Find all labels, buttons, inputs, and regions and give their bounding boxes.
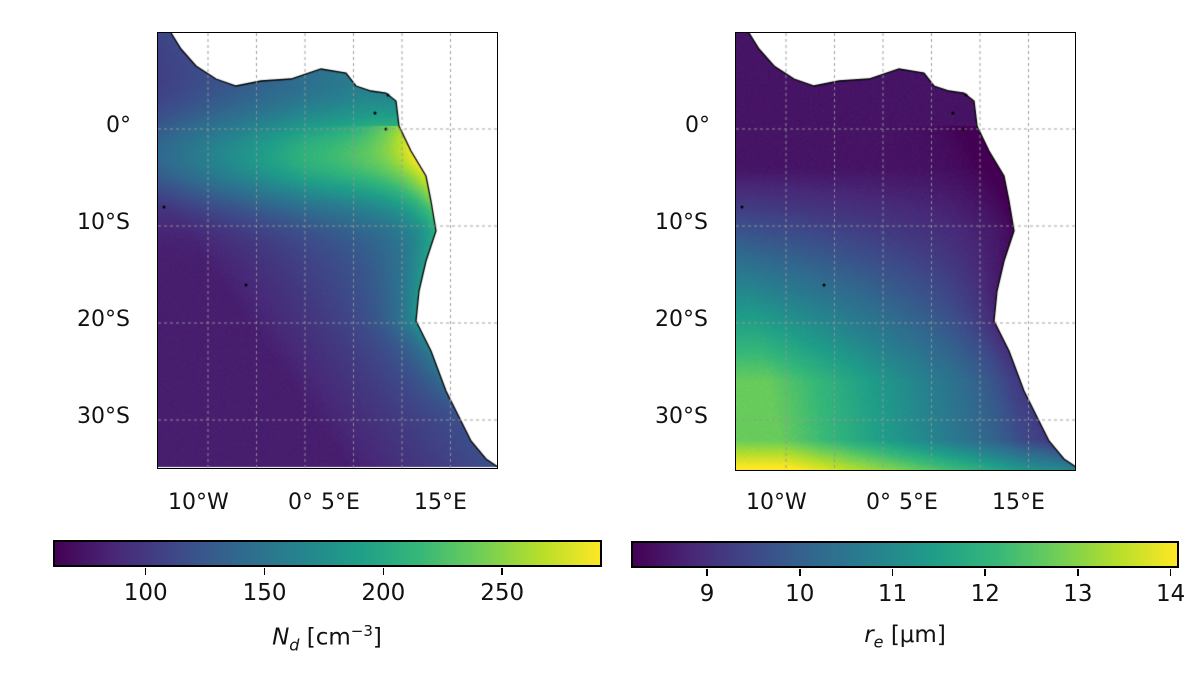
re-colorbar [631,541,1179,568]
re-colorbar-label: re [μm] [864,622,946,652]
y-tick-10s: 10°S [77,210,130,235]
colorbar-tick-mark [501,568,503,575]
re-unit: [μm] [884,622,946,648]
nd-subscript: d [289,635,299,654]
colorbar-tick-label: 150 [243,580,287,606]
x-tick-15e: 15°E [414,490,467,515]
colorbar-tick-mark [1077,569,1079,576]
nd-unit-close: ] [373,625,382,651]
colorbar-tick-mark [264,568,266,575]
colorbar-tick-label: 10 [785,581,814,607]
colorbar-tick-mark [145,568,147,575]
colorbar-tick-label: 9 [700,581,715,607]
y-tick-0: 0° [106,113,131,138]
colorbar-tick-label: 12 [971,581,1000,607]
colorbar-tick-label: 13 [1063,581,1092,607]
x-tick-10w: 10°W [168,490,229,515]
re-heatmap [736,33,1076,471]
y-tick-30s: 30°S [77,404,130,429]
x-tick-5e: 5°E [899,490,938,515]
nd-exponent: −3 [351,622,373,640]
nd-map-panel [157,32,498,469]
x-tick-10w: 10°W [746,490,807,515]
colorbar-tick-mark [799,569,801,576]
y-tick-0: 0° [685,113,710,138]
y-tick-20s: 20°S [655,307,708,332]
figure: 0° 10°S 20°S 30°S 10°W 0° 5°E 15°E 100 15… [0,0,1200,694]
x-tick-0: 0° [866,490,891,515]
colorbar-tick-mark [1170,569,1172,576]
colorbar-tick-mark [383,568,385,575]
colorbar-tick-label: 11 [878,581,907,607]
colorbar-tick-mark [984,569,986,576]
y-tick-20s: 20°S [77,307,130,332]
nd-unit: [cm [299,625,350,651]
re-subscript: e [874,633,884,652]
colorbar-tick-mark [892,569,894,576]
nd-symbol: N [272,625,289,651]
nd-colorbar-label: Nd [cm−3] [272,622,382,654]
re-map-panel [735,32,1076,471]
nd-heatmap [158,33,498,469]
colorbar-tick-label: 100 [124,580,168,606]
y-tick-30s: 30°S [655,404,708,429]
x-tick-0: 0° [288,490,313,515]
x-tick-5e: 5°E [321,490,360,515]
colorbar-tick-label: 14 [1156,581,1185,607]
y-tick-10s: 10°S [655,210,708,235]
x-tick-15e: 15°E [992,490,1045,515]
nd-colorbar [53,540,602,567]
colorbar-tick-mark [706,569,708,576]
colorbar-tick-label: 200 [361,580,405,606]
colorbar-tick-label: 250 [480,580,524,606]
